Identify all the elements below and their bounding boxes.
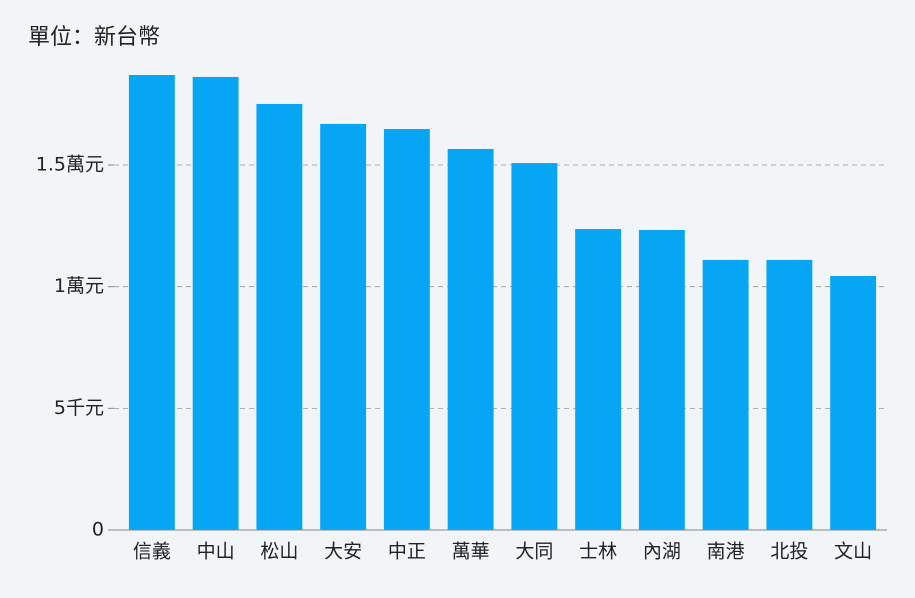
y-tick-label: 0 [92, 519, 104, 541]
x-tick-label: 萬華 [452, 541, 490, 563]
x-tick-label: 文山 [834, 541, 872, 563]
x-tick-label: 士林 [579, 541, 617, 563]
x-tick-label: 大同 [515, 541, 553, 563]
bar [702, 259, 749, 530]
y-tick-label: 1萬元 [54, 275, 104, 297]
bar [638, 229, 685, 530]
x-tick-label: 松山 [260, 541, 298, 563]
x-tick-label: 內湖 [643, 541, 681, 563]
x-tick-label: 中正 [388, 541, 426, 563]
x-tick-label: 南港 [707, 541, 745, 563]
bar [511, 163, 558, 531]
bar [575, 229, 622, 530]
bar [447, 148, 494, 530]
x-tick-label: 信義 [133, 541, 171, 563]
bar [128, 74, 175, 530]
chart-title: 單位：新台幣 [28, 25, 160, 50]
x-tick-label: 大安 [324, 541, 362, 563]
x-tick-label: 中山 [197, 541, 235, 563]
y-tick-label: 5千元 [54, 397, 104, 419]
bar [192, 76, 239, 531]
bar [256, 103, 303, 531]
bar [383, 129, 430, 531]
bar [766, 259, 813, 530]
bar [320, 123, 367, 530]
x-tick-label: 北投 [770, 541, 808, 563]
y-tick-label: 1.5萬元 [36, 154, 104, 176]
bar [830, 275, 877, 530]
